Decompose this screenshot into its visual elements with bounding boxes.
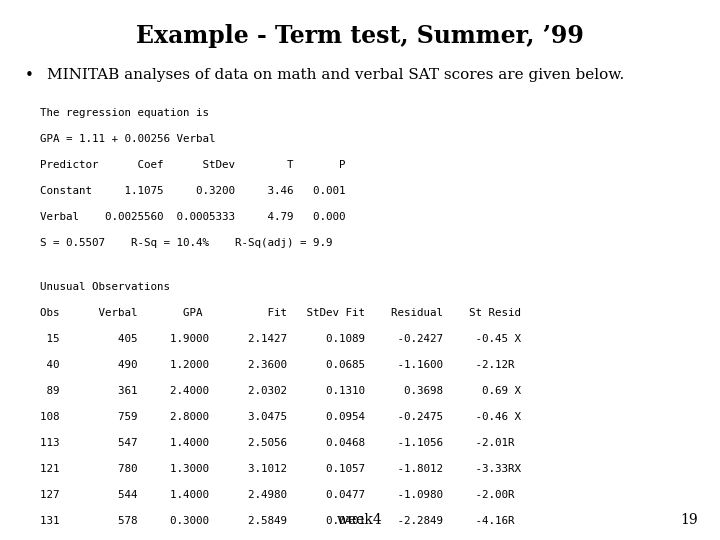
Text: 89         361     2.4000      2.0302      0.1310      0.3698      0.69 X: 89 361 2.4000 2.0302 0.1310 0.3698 0.69 … [40,386,521,396]
Text: Obs      Verbal       GPA          Fit   StDev Fit    Residual    St Resid: Obs Verbal GPA Fit StDev Fit Residual St… [40,308,521,319]
Text: 108         759     2.8000      3.0475      0.0954     -0.2475     -0.46 X: 108 759 2.8000 3.0475 0.0954 -0.2475 -0.… [40,412,521,422]
Text: S = 0.5507    R-Sq = 10.4%    R-Sq(adj) = 9.9: S = 0.5507 R-Sq = 10.4% R-Sq(adj) = 9.9 [40,238,332,248]
Text: Predictor      Coef      StDev        T       P: Predictor Coef StDev T P [40,160,345,170]
Text: 40         490     1.2000      2.3600      0.0685     -1.1600     -2.12R: 40 490 1.2000 2.3600 0.0685 -1.1600 -2.1… [40,360,514,370]
Text: Verbal    0.0025560  0.0005333     4.79   0.000: Verbal 0.0025560 0.0005333 4.79 0.000 [40,212,345,222]
Text: The regression equation is: The regression equation is [40,108,209,118]
Text: •: • [25,68,34,83]
Text: 121         780     1.3000      3.1012      0.1057     -1.8012     -3.33RX: 121 780 1.3000 3.1012 0.1057 -1.8012 -3.… [40,464,521,474]
Text: 131         578     0.3000      2.5849      0.0401     -2.2849     -4.16R: 131 578 0.3000 2.5849 0.0401 -2.2849 -4.… [40,516,514,526]
Text: week4: week4 [337,512,383,526]
Text: 19: 19 [681,512,698,526]
Text: MINITAB analyses of data on math and verbal SAT scores are given below.: MINITAB analyses of data on math and ver… [47,68,624,82]
Text: Constant     1.1075     0.3200     3.46   0.001: Constant 1.1075 0.3200 3.46 0.001 [40,186,345,196]
Text: 127         544     1.4000      2.4980      0.0477     -1.0980     -2.00R: 127 544 1.4000 2.4980 0.0477 -1.0980 -2.… [40,490,514,500]
Text: Example - Term test, Summer, ’99: Example - Term test, Summer, ’99 [136,24,584,48]
Text: 113         547     1.4000      2.5056      0.0468     -1.1056     -2.01R: 113 547 1.4000 2.5056 0.0468 -1.1056 -2.… [40,438,514,448]
Text: GPA = 1.11 + 0.00256 Verbal: GPA = 1.11 + 0.00256 Verbal [40,134,215,144]
Text: Unusual Observations: Unusual Observations [40,282,170,293]
Text: 15         405     1.9000      2.1427      0.1089     -0.2427     -0.45 X: 15 405 1.9000 2.1427 0.1089 -0.2427 -0.4… [40,334,521,345]
